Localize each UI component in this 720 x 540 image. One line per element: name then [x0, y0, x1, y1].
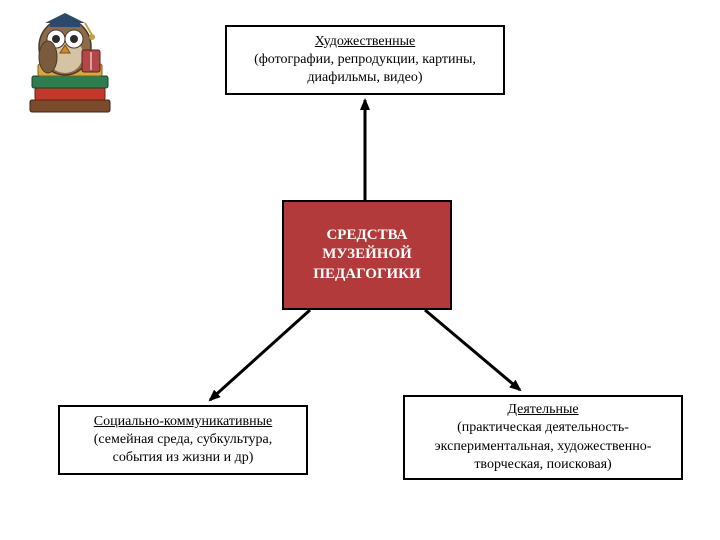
- central-line-2: МУЗЕЙНОЙ: [322, 245, 412, 265]
- left-category-desc: (семейная среда, субкультура, события из…: [68, 431, 298, 467]
- central-concept-box: СРЕДСТВА МУЗЕЙНОЙ ПЕДАГОГИКИ: [282, 200, 452, 310]
- right-category-desc: (практическая деятельность- эксперимента…: [413, 419, 673, 474]
- left-category-title: Социально-коммуникативные: [94, 413, 273, 431]
- top-category-title: Художественные: [315, 33, 416, 51]
- central-line-1: СРЕДСТВА: [326, 226, 407, 246]
- right-category-box: Деятельные (практическая деятельность- э…: [403, 395, 683, 480]
- top-category-box: Художественные (фотографии, репродукции,…: [225, 25, 505, 95]
- arrow-to-right: [425, 310, 520, 390]
- central-line-3: ПЕДАГОГИКИ: [313, 265, 420, 285]
- right-category-title: Деятельные: [507, 401, 578, 419]
- arrow-to-left: [210, 310, 310, 400]
- top-category-desc: (фотографии, репродукции, картины, диафи…: [235, 51, 495, 87]
- left-category-box: Социально-коммуникативные (семейная сред…: [58, 405, 308, 475]
